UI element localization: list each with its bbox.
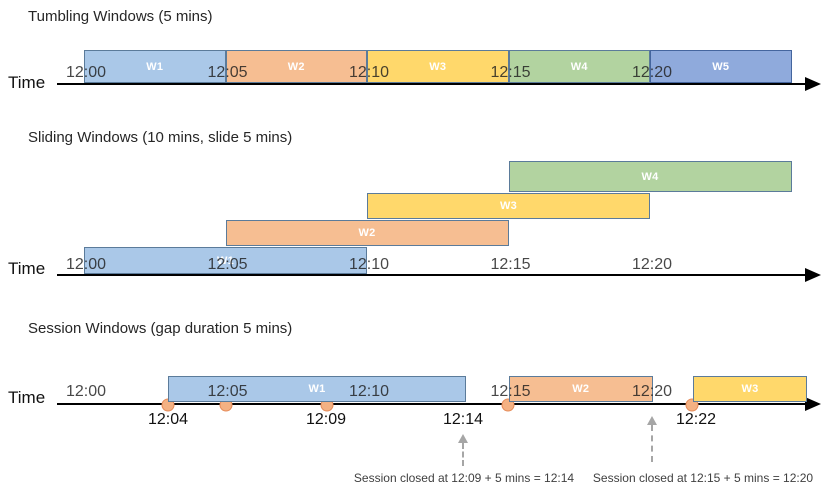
- sliding-window-w4: W4: [508, 161, 792, 192]
- sliding-window-w4-label: W4: [641, 170, 659, 183]
- sliding-tick-1205: 12:05: [207, 256, 248, 273]
- session-window-w3-label: W3: [741, 383, 759, 395]
- session-annotation-arrow-2: [651, 425, 653, 462]
- tumbling-timeline-arrowhead-icon: [805, 77, 821, 91]
- session-close-label-1214: 12:14: [442, 411, 484, 428]
- sliding-window-w1: W1: [84, 247, 367, 274]
- session-timeline-arrowhead-icon: [805, 397, 821, 411]
- tumbling-window-w1-label: W1: [146, 60, 164, 73]
- sliding-window-w1-label: W1: [216, 254, 235, 267]
- session-annotation-arrow-1: [462, 443, 464, 466]
- tumbling-window-w5: W5: [650, 50, 792, 83]
- sliding-window-w2-label: W2: [358, 227, 376, 239]
- tumbling-tick-1215: 12:15: [490, 64, 531, 81]
- session-tick-1205: 12:05: [207, 383, 248, 400]
- session-window-w1: W1: [168, 376, 466, 402]
- session-section-title: Session Windows (gap duration 5 mins): [28, 320, 293, 337]
- tumbling-window-w1: W1: [84, 50, 226, 83]
- tumbling-timeline: [57, 83, 805, 85]
- sliding-tick-1200: 12:00: [65, 256, 107, 273]
- sliding-timeline: [57, 274, 805, 276]
- session-closed-annotation-1: Session closed at 12:09 + 5 mins = 12:14: [353, 471, 575, 485]
- session-window-w2: W2: [508, 376, 653, 402]
- tumbling-window-w2-label: W2: [287, 60, 305, 73]
- session-annotation-arrow-1-head-icon: [458, 434, 468, 443]
- session-tick-1200: 12:00: [65, 383, 107, 400]
- sliding-tick-1210: 12:10: [348, 256, 390, 273]
- tumbling-window-w2: W2: [225, 50, 367, 83]
- sliding-tick-1220: 12:20: [631, 256, 673, 273]
- session-closed-annotation-2: Session closed at 12:15 + 5 mins = 12:20: [592, 471, 814, 485]
- session-tick-1210: 12:10: [348, 383, 390, 400]
- tumbling-window-w4: W4: [508, 50, 650, 83]
- session-event-label-1209: 12:09: [305, 411, 347, 428]
- sliding-section-title: Sliding Windows (10 mins, slide 5 mins): [28, 129, 293, 146]
- session-tick-1215: 12:15: [490, 383, 531, 400]
- session-window-w2-label: W2: [572, 383, 590, 395]
- sliding-window-w3: W3: [367, 193, 650, 219]
- tumbling-tick-1210: 12:10: [348, 64, 390, 81]
- session-annotation-arrow-2-head-icon: [647, 416, 657, 425]
- session-event-label-1204: 12:04: [147, 411, 189, 428]
- tumbling-time-axis-label: Time: [8, 73, 46, 92]
- tumbling-tick-1205: 12:05: [207, 64, 248, 81]
- session-timeline: [57, 403, 805, 405]
- session-tick-1220: 12:20: [631, 383, 673, 400]
- tumbling-tick-1200: 12:00: [65, 64, 107, 81]
- tumbling-window-w3: W3: [367, 50, 509, 83]
- tumbling-section-title: Tumbling Windows (5 mins): [28, 8, 213, 25]
- session-window-w1-label: W1: [308, 383, 326, 395]
- tumbling-window-w3-label: W3: [429, 60, 447, 73]
- tumbling-tick-1220: 12:20: [631, 64, 673, 81]
- session-event-label-1222: 12:22: [675, 411, 717, 428]
- session-window-w3: W3: [693, 376, 807, 402]
- session-time-axis-label: Time: [8, 388, 46, 407]
- sliding-window-w2: W2: [225, 220, 509, 246]
- sliding-tick-1215: 12:15: [490, 256, 531, 273]
- sliding-time-axis-label: Time: [8, 259, 46, 278]
- tumbling-window-w4-label: W4: [570, 60, 588, 73]
- tumbling-window-w5-label: W5: [712, 60, 730, 73]
- sliding-window-w3-label: W3: [499, 200, 518, 212]
- sliding-timeline-arrowhead-icon: [805, 268, 821, 282]
